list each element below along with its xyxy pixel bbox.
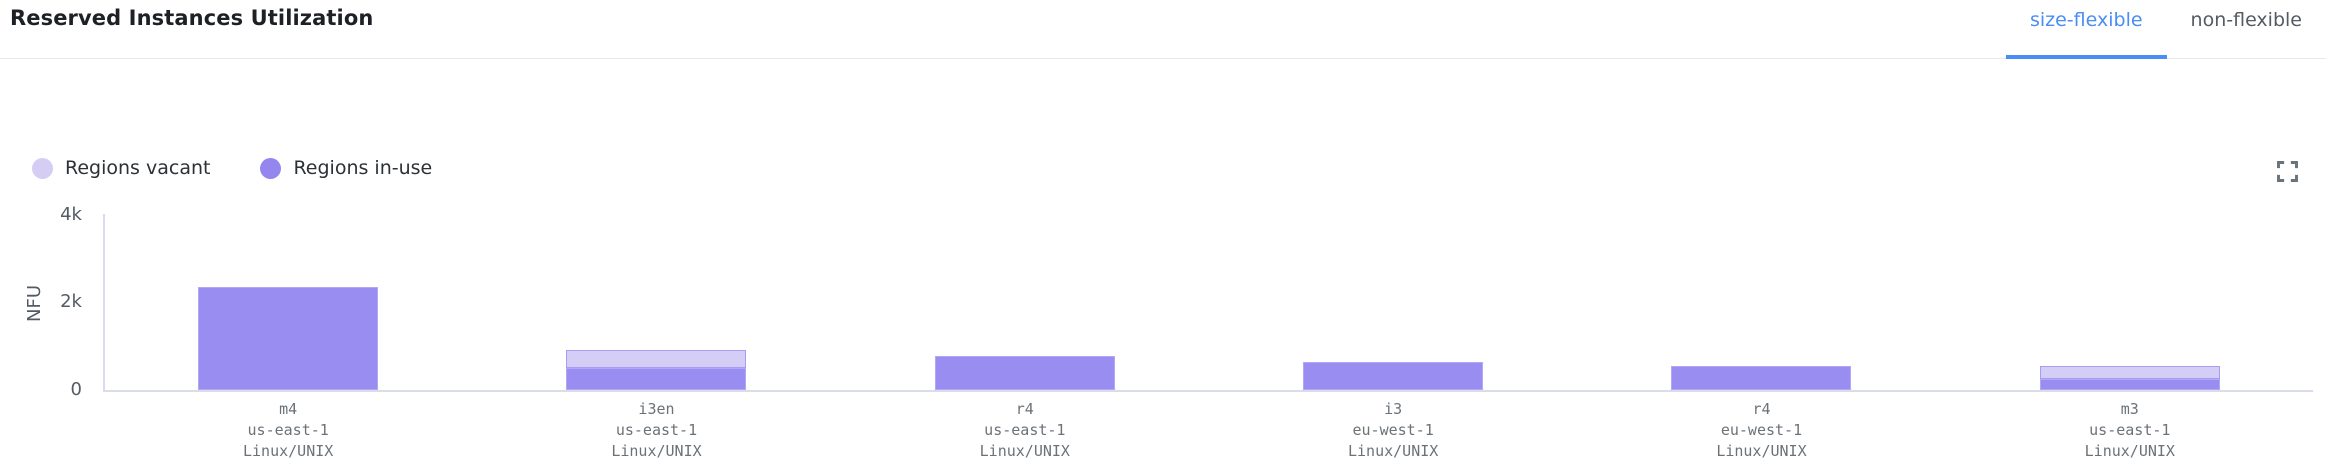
bar-group: [1209, 215, 1577, 390]
y-axis-ticks: 0 2k 4k: [0, 204, 84, 400]
y-tick-label: 0: [70, 379, 82, 400]
bar-group: [1946, 215, 2314, 390]
legend-item-regions-vacant[interactable]: Regions vacant: [32, 157, 210, 179]
fullscreen-expand-glyph: [2277, 160, 2298, 182]
panel-header: Reserved Instances Utilization size-flex…: [0, 0, 2326, 59]
legend-swatch-in-use: [260, 157, 282, 179]
y-axis-line: [103, 214, 105, 392]
chart-legend: Regions vacant Regions in-use: [32, 156, 482, 180]
y-tick-label: 4k: [60, 204, 82, 225]
plot-bars: [104, 215, 2314, 390]
bar-group: [841, 215, 1209, 390]
tab-non-flexible[interactable]: non-flexible: [2190, 9, 2302, 31]
bar-segment-in-use[interactable]: [1671, 366, 1852, 390]
x-axis-category-label: i3 eu-west-1 Linux/UNIX: [1347, 400, 1439, 460]
bar-group: [472, 215, 840, 390]
x-axis-category-label: i3en us-east-1 Linux/UNIX: [611, 400, 702, 460]
x-axis-category-label: r4 eu-west-1 Linux/UNIX: [1716, 400, 1807, 460]
bar-segment-in-use[interactable]: [566, 368, 747, 390]
bar-segment-in-use[interactable]: [934, 356, 1115, 390]
legend-swatch-vacant: [32, 157, 53, 179]
bar-segment-in-use[interactable]: [2039, 379, 2220, 390]
x-axis-category-label: m3 us-east-1 Linux/UNIX: [2084, 400, 2175, 460]
legend-label: Regions in-use: [293, 157, 433, 179]
x-axis-line: [103, 390, 2313, 392]
tab-size-flexible[interactable]: size-flexible: [2005, 0, 2167, 59]
x-axis-category-label: r4 us-east-1 Linux/UNIX: [979, 400, 1070, 460]
y-tick-label: 2k: [60, 291, 82, 312]
bar-segment-vacant[interactable]: [2039, 366, 2220, 379]
utilization-bar-chart: Regions vacant Regions in-use NFU 0 2k 4k …: [0, 60, 2326, 474]
page-title: Reserved Instances Utilization: [10, 6, 374, 30]
bar-segment-vacant[interactable]: [566, 350, 747, 368]
legend-item-regions-in-use[interactable]: Regions in-use: [260, 157, 432, 179]
x-axis-category-label: m4 us-east-1 Linux/UNIX: [243, 400, 334, 460]
bar-segment-in-use[interactable]: [1303, 362, 1484, 390]
bar-group: [1577, 215, 1945, 390]
bar-group: [104, 215, 472, 390]
x-axis-labels: m4 us-east-1 Linux/UNIX i3en us-east-1 Linux/…: [104, 399, 2314, 462]
fullscreen-expand-icon[interactable]: [2272, 155, 2304, 187]
tab-bar: size-flexible non-flexible: [2005, 0, 2326, 59]
legend-label: Regions vacant: [65, 157, 211, 179]
bar-segment-in-use[interactable]: [198, 287, 379, 390]
